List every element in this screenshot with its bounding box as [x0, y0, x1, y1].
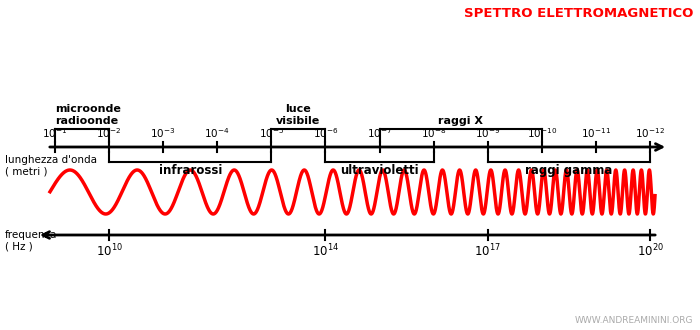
Text: $10^{-10}$: $10^{-10}$	[526, 126, 557, 140]
Text: SPETTRO ELETTROMAGNETICO: SPETTRO ELETTROMAGNETICO	[463, 7, 693, 20]
Text: $10^{17}$: $10^{17}$	[475, 243, 501, 260]
Text: $10^{-6}$: $10^{-6}$	[313, 126, 338, 140]
Text: raggi X: raggi X	[438, 116, 483, 126]
Text: $10^{20}$: $10^{20}$	[636, 243, 664, 260]
Text: infrarossi: infrarossi	[158, 164, 222, 177]
Text: $10^{10}$: $10^{10}$	[96, 243, 122, 260]
Text: $10^{-1}$: $10^{-1}$	[42, 126, 68, 140]
Text: ultravioletti: ultravioletti	[340, 164, 419, 177]
Text: raggi gamma: raggi gamma	[525, 164, 612, 177]
Text: $10^{-7}$: $10^{-7}$	[367, 126, 392, 140]
Text: $10^{-11}$: $10^{-11}$	[581, 126, 611, 140]
Text: lunghezza d'onda
( metri ): lunghezza d'onda ( metri )	[5, 155, 97, 177]
Text: $10^{-4}$: $10^{-4}$	[204, 126, 230, 140]
Text: $10^{-2}$: $10^{-2}$	[97, 126, 122, 140]
Text: $10^{-9}$: $10^{-9}$	[475, 126, 500, 140]
Text: $10^{-12}$: $10^{-12}$	[635, 126, 665, 140]
Text: $10^{14}$: $10^{14}$	[312, 243, 339, 260]
Text: microonde
radioonde: microonde radioonde	[55, 104, 121, 126]
Text: luce
visibile: luce visibile	[276, 104, 321, 126]
Text: $10^{-3}$: $10^{-3}$	[150, 126, 176, 140]
Text: frequenza
( Hz ): frequenza ( Hz )	[5, 230, 57, 251]
Text: WWW.ANDREAMININI.ORG: WWW.ANDREAMININI.ORG	[575, 316, 693, 325]
Text: $10^{-8}$: $10^{-8}$	[421, 126, 447, 140]
Text: $10^{-5}$: $10^{-5}$	[259, 126, 284, 140]
